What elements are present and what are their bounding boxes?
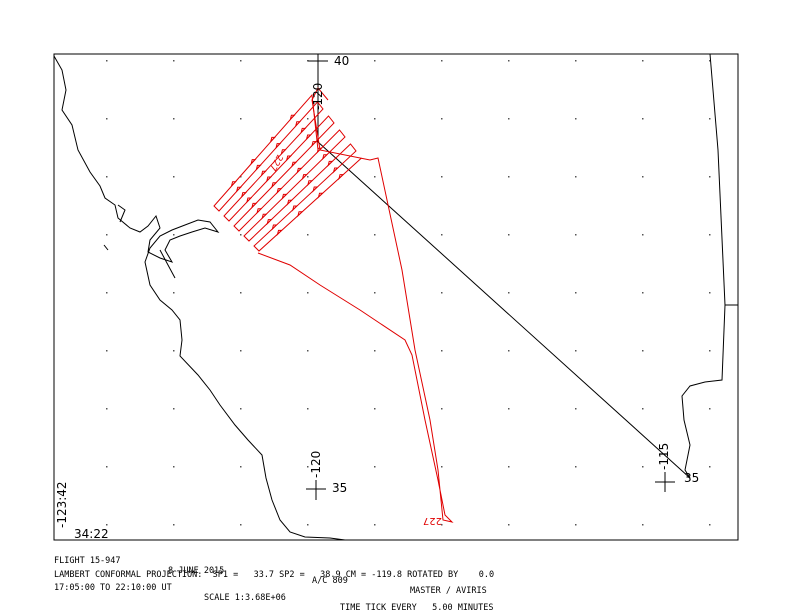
track-segment (261, 213, 268, 220)
track-segment (269, 136, 277, 144)
track-segment (317, 192, 324, 199)
footer-line: FLIGHT 15-947 8 JUNE 2015 A/C 809 MASTER… (54, 546, 487, 596)
flight: FLIGHT 15-947 (54, 556, 121, 566)
track-segment (275, 143, 282, 150)
time-range: 17:05:00 TO 22:10:00 UT (54, 583, 172, 593)
track-segment (271, 182, 278, 189)
date: 8 JUNE 2015 (168, 566, 225, 576)
track-segment (260, 170, 267, 177)
track-segment (257, 87, 454, 523)
track-segment (281, 193, 288, 201)
track-segment (332, 167, 339, 174)
track-segment (251, 202, 258, 210)
track-segment (276, 188, 283, 195)
track-segment (271, 224, 278, 231)
lon-label: -120 (311, 83, 325, 110)
track-segment (266, 219, 273, 226)
track-segment (286, 199, 293, 206)
coastline (53, 53, 738, 541)
track-segment (291, 205, 299, 212)
scale: SCALE 1:3.68E+06 (204, 593, 286, 603)
track-segment (265, 176, 273, 183)
track-segment (255, 164, 262, 172)
track-segment (280, 149, 287, 156)
track-segment (338, 174, 345, 181)
footer-line: LAMBERT CONFORMAL PROJECTION: SP1 = 33.7… (54, 560, 494, 580)
track-segment (230, 181, 237, 188)
footer-line: 17:05:00 TO 22:10:00 UT SCALE 1:3.68E+06… (54, 573, 494, 612)
time-tick: TIME TICK EVERY 5.00 MINUTES (340, 603, 494, 612)
lat-label: 40 (334, 54, 349, 68)
track-segment (291, 161, 298, 168)
grid-crosses (306, 54, 675, 500)
lat-label: 34:22 (74, 527, 109, 541)
track-segment (305, 134, 312, 141)
track-segment (240, 192, 248, 199)
track-segment (297, 211, 304, 218)
track-segment (245, 197, 253, 204)
projection: LAMBERT CONFORMAL PROJECTION: SP1 = 33.7… (54, 570, 495, 580)
track-segment (311, 141, 318, 148)
track-segment (289, 114, 296, 121)
lon-label: -123:42 (55, 481, 69, 528)
track-segment (312, 186, 319, 193)
track-segment (301, 174, 308, 181)
track-segment (235, 186, 242, 193)
track-segment (294, 121, 302, 128)
track-segment (296, 167, 303, 175)
track-segment (327, 160, 334, 168)
track-tag: 227 (423, 515, 442, 526)
lat-label: 35 (332, 481, 347, 495)
track-segment (300, 127, 307, 135)
track-segment (250, 159, 257, 166)
lat-label: 35 (684, 471, 699, 485)
track-segment (276, 229, 283, 237)
lon-label: -120 (309, 451, 323, 478)
track-segment (306, 180, 314, 187)
instrument: MASTER / AVIRIS (410, 586, 487, 596)
flight-track (213, 87, 454, 523)
track-segment (285, 155, 292, 162)
track-segment (256, 208, 263, 215)
track-segment (316, 147, 323, 154)
track-segment (321, 154, 329, 161)
aircraft: A/C 809 (312, 576, 348, 586)
lon-label: -115 (657, 443, 671, 470)
state-border (681, 53, 738, 479)
map-frame (53, 53, 739, 541)
track-segment (213, 93, 362, 252)
state-border (317, 54, 691, 479)
